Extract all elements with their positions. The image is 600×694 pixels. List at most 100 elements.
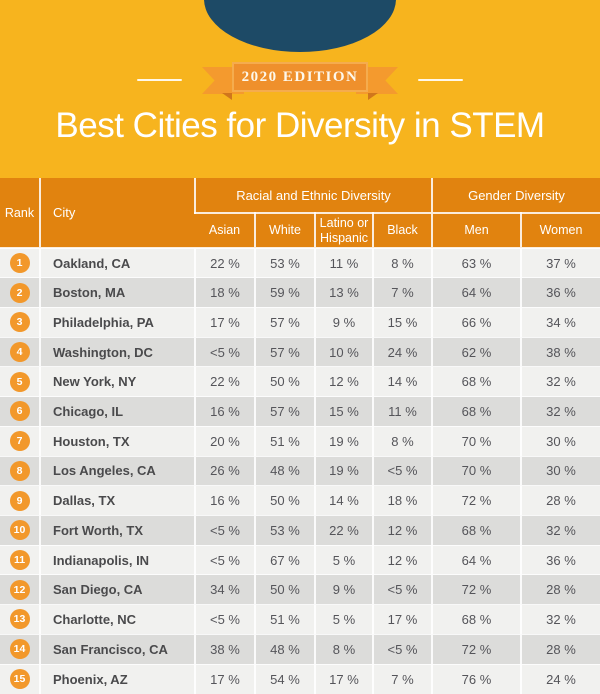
women-value-cell: 37 % (520, 248, 600, 279)
men-value-cell: 63 % (431, 248, 521, 279)
smartasset-logo: smartasset™ (204, 0, 396, 52)
city-cell: Boston, MA (39, 277, 195, 308)
latino-value-cell: 11 % (314, 248, 373, 279)
col-header-latino: Latino or Hispanic (314, 213, 373, 249)
table-row: 9 Dallas, TX 16 % 50 % 14 % 18 % 72 % 28… (0, 485, 600, 516)
rank-badge: 8 (9, 460, 30, 481)
city-cell: Chicago, IL (39, 396, 195, 427)
rank-badge: 12 (9, 579, 30, 600)
rank-badge: 7 (9, 431, 30, 452)
table-row: 1 Oakland, CA 22 % 53 % 11 % 8 % 63 % 37… (0, 248, 600, 279)
rank-badge: 14 (9, 639, 30, 660)
edition-banner: 2020 EDITION (232, 62, 368, 92)
city-cell: Oakland, CA (39, 248, 195, 279)
col-header-white: White (254, 213, 315, 249)
rank-cell: 14 (0, 634, 40, 665)
table-row: 6 Chicago, IL 16 % 57 % 15 % 11 % 68 % 3… (0, 396, 600, 427)
men-value-cell: 64 % (431, 277, 521, 308)
table-row: 13 Charlotte, NC <5 % 51 % 5 % 17 % 68 %… (0, 604, 600, 635)
group-header-gender: Gender Diversity (431, 178, 600, 214)
rank-cell: 12 (0, 574, 40, 606)
ribbon-fold-right-icon (368, 93, 378, 100)
men-value-cell: 68 % (431, 515, 521, 546)
table-row: 8 Los Angeles, CA 26 % 48 % 19 % <5 % 70… (0, 456, 600, 487)
col-header-men: Men (431, 213, 521, 249)
women-value-cell: 32 % (520, 396, 600, 427)
men-value-cell: 70 % (431, 426, 521, 457)
white-value-cell: 59 % (254, 277, 315, 308)
table-row: 15 Phoenix, AZ 17 % 54 % 17 % 7 % 76 % 2… (0, 664, 600, 694)
table-row: 14 San Francisco, CA 38 % 48 % 8 % <5 % … (0, 634, 600, 665)
men-value-cell: 66 % (431, 307, 521, 338)
rank-cell: 8 (0, 456, 40, 487)
rank-cell: 2 (0, 277, 40, 308)
city-cell: New York, NY (39, 366, 195, 398)
men-value-cell: 68 % (431, 366, 521, 398)
col-header-city: City (39, 178, 195, 249)
women-value-cell: 32 % (520, 604, 600, 635)
rank-badge: 4 (9, 342, 30, 363)
black-value-cell: 7 % (372, 664, 432, 694)
asian-value-cell: 17 % (194, 664, 255, 694)
city-cell: Charlotte, NC (39, 604, 195, 635)
men-value-cell: 72 % (431, 634, 521, 665)
city-cell: Los Angeles, CA (39, 456, 195, 487)
rank-cell: 9 (0, 485, 40, 516)
city-cell: Fort Worth, TX (39, 515, 195, 546)
latino-value-cell: 9 % (314, 574, 373, 606)
black-value-cell: 11 % (372, 396, 432, 427)
white-value-cell: 57 % (254, 337, 315, 368)
city-cell: San Diego, CA (39, 574, 195, 606)
black-value-cell: 7 % (372, 277, 432, 308)
col-header-black: Black (372, 213, 432, 249)
col-header-asian: Asian (195, 213, 255, 249)
city-cell: Houston, TX (39, 426, 195, 457)
latino-value-cell: 10 % (314, 337, 373, 368)
black-value-cell: 12 % (372, 545, 432, 576)
men-value-cell: 64 % (431, 545, 521, 576)
col-header-rank: Rank (0, 178, 40, 249)
rank-cell: 1 (0, 248, 40, 279)
white-value-cell: 48 % (254, 634, 315, 665)
women-value-cell: 30 % (520, 456, 600, 487)
rank-badge: 1 (9, 253, 30, 274)
men-value-cell: 68 % (431, 604, 521, 635)
rank-badge: 11 (9, 550, 30, 571)
city-cell: Washington, DC (39, 337, 195, 368)
diversity-table: Rank City Racial and Ethnic Diversity Ge… (0, 178, 600, 694)
rank-cell: 11 (0, 545, 40, 576)
latino-value-cell: 5 % (314, 604, 373, 635)
black-value-cell: 17 % (372, 604, 432, 635)
rank-badge: 5 (9, 371, 30, 392)
white-value-cell: 53 % (254, 515, 315, 546)
white-value-cell: 50 % (254, 485, 315, 516)
ribbon-line-right (418, 79, 463, 81)
asian-value-cell: 22 % (194, 248, 255, 279)
men-value-cell: 76 % (431, 664, 521, 694)
latino-value-cell: 15 % (314, 396, 373, 427)
women-value-cell: 32 % (520, 366, 600, 398)
table-body: 1 Oakland, CA 22 % 53 % 11 % 8 % 63 % 37… (0, 248, 600, 694)
latino-value-cell: 13 % (314, 277, 373, 308)
rank-badge: 3 (9, 312, 30, 333)
rank-badge: 13 (9, 609, 30, 630)
asian-value-cell: 26 % (194, 456, 255, 487)
rank-badge: 6 (9, 401, 30, 422)
col-header-women: Women (520, 213, 600, 249)
rank-cell: 10 (0, 515, 40, 546)
black-value-cell: 15 % (372, 307, 432, 338)
table-row: 3 Philadelphia, PA 17 % 57 % 9 % 15 % 66… (0, 307, 600, 338)
city-cell: San Francisco, CA (39, 634, 195, 665)
women-value-cell: 34 % (520, 307, 600, 338)
table-header: Rank City Racial and Ethnic Diversity Ge… (0, 178, 600, 249)
white-value-cell: 54 % (254, 664, 315, 694)
latino-value-cell: 5 % (314, 545, 373, 576)
black-value-cell: <5 % (372, 574, 432, 606)
black-value-cell: 24 % (372, 337, 432, 368)
men-value-cell: 68 % (431, 396, 521, 427)
asian-value-cell: 16 % (194, 396, 255, 427)
table-row: 2 Boston, MA 18 % 59 % 13 % 7 % 64 % 36 … (0, 277, 600, 308)
rank-badge: 15 (9, 669, 30, 690)
rank-badge: 10 (9, 520, 30, 541)
women-value-cell: 30 % (520, 426, 600, 457)
